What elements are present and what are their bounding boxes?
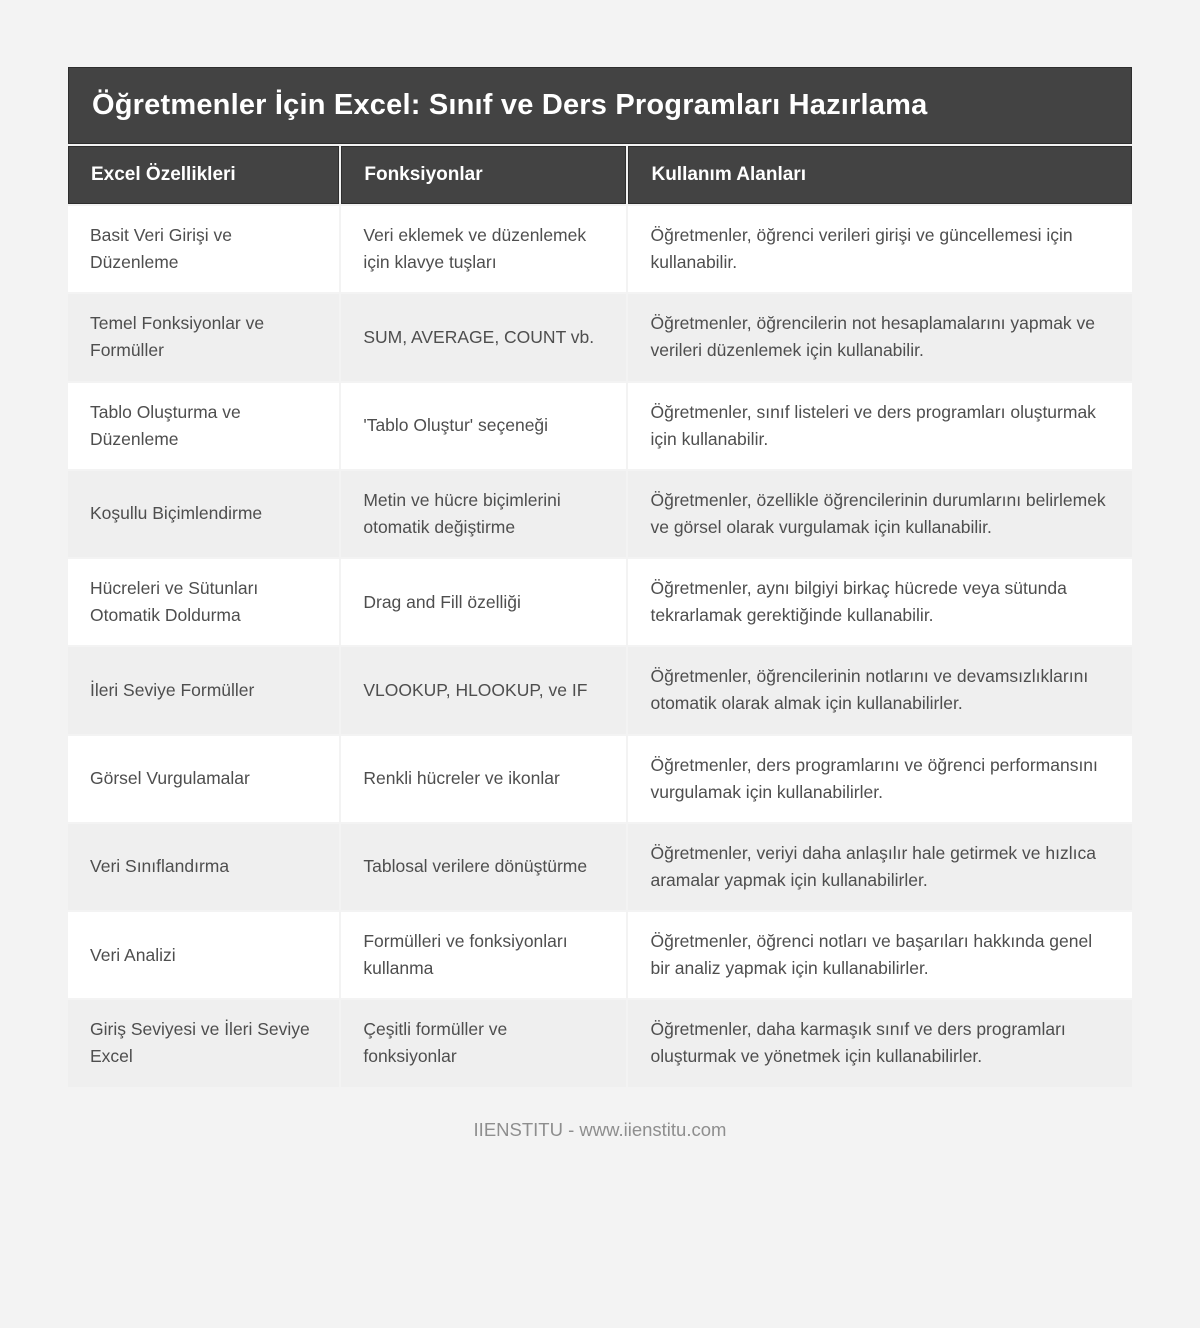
table-row: Tablo Oluşturma ve Düzenleme 'Tablo Oluşt… [68,382,1132,469]
function-cell: 'Tablo Oluştur' seçeneği [341,382,627,469]
function-cell: Renkli hücreler ve ikonlar [341,735,627,822]
table-row: Veri Sınıflandırma Tablosal verilere dönü… [68,823,1132,910]
usage-cell: Öğretmenler, öğrenci verileri girişi ve … [628,206,1132,293]
usage-cell: Öğretmenler, öğrenci notları ve başarıla… [628,912,1132,999]
table-title: Öğretmenler İçin Excel: Sınıf ve Ders Pr… [68,67,1132,144]
usage-cell: Öğretmenler, sınıf listeleri ve ders pro… [628,382,1132,469]
table-row: Veri Analizi Formülleri ve fonksiyonları … [68,912,1132,999]
usage-cell: Öğretmenler, veriyi daha anlaşılır hale … [628,823,1132,910]
usage-cell: Öğretmenler, aynı bilgiyi birkaç hücrede… [628,559,1132,646]
feature-cell: Basit Veri Girişi ve Düzenleme [68,206,340,293]
feature-cell: Tablo Oluşturma ve Düzenleme [68,382,340,469]
usage-cell: Öğretmenler, öğrencilerin not hesaplamal… [628,294,1132,381]
table-row: İleri Seviye Formüller VLOOKUP, HLOOKUP, … [68,647,1132,734]
table-row: Hücreleri ve Sütunları Otomatik Doldurma… [68,559,1132,646]
function-cell: Drag and Fill özelliği [341,559,627,646]
function-cell: Çeşitli formüller ve fonksiyonlar [341,1000,627,1087]
feature-cell: Hücreleri ve Sütunları Otomatik Doldurma [68,559,340,646]
feature-cell: Veri Sınıflandırma [68,823,340,910]
feature-cell: Görsel Vurgulamalar [68,735,340,822]
column-header-row: Excel Özellikleri Fonksiyonlar Kullanım … [68,146,1132,204]
feature-cell: Koşullu Biçimlendirme [68,470,340,557]
feature-cell: Giriş Seviyesi ve İleri Seviye Excel [68,1000,340,1087]
footer-credit: IIENSTITU - www.iienstitu.com [473,1118,727,1140]
table-body: Basit Veri Girişi ve Düzenleme Veri eklem… [68,206,1132,1087]
column-header-usage-areas: Kullanım Alanları [628,146,1132,204]
function-cell: SUM, AVERAGE, COUNT vb. [341,294,627,381]
feature-cell: Veri Analizi [68,912,340,999]
column-header-excel-features: Excel Özellikleri [68,146,340,204]
table-row: Basit Veri Girişi ve Düzenleme Veri eklem… [68,206,1132,293]
feature-cell: Temel Fonksiyonlar ve Formüller [68,294,340,381]
function-cell: Formülleri ve fonksiyonları kullanma [341,912,627,999]
table-row: Koşullu Biçimlendirme Metin ve hücre biçi… [68,470,1132,557]
usage-cell: Öğretmenler, daha karmaşık sınıf ve ders… [628,1000,1132,1087]
column-header-functions: Fonksiyonlar [341,146,627,204]
usage-cell: Öğretmenler, ders programlarını ve öğren… [628,735,1132,822]
function-cell: Metin ve hücre biçimlerini otomatik deği… [341,470,627,557]
excel-features-table: Öğretmenler İçin Excel: Sınıf ve Ders Pr… [66,65,1134,1089]
function-cell: Tablosal verilere dönüştürme [341,823,627,910]
function-cell: VLOOKUP, HLOOKUP, ve IF [341,647,627,734]
table-row: Görsel Vurgulamalar Renkli hücreler ve ik… [68,735,1132,822]
title-row: Öğretmenler İçin Excel: Sınıf ve Ders Pr… [68,67,1132,144]
table-row: Giriş Seviyesi ve İleri Seviye Excel Çeşi… [68,1000,1132,1087]
usage-cell: Öğretmenler, öğrencilerinin notlarını ve… [628,647,1132,734]
usage-cell: Öğretmenler, özellikle öğrencilerinin du… [628,470,1132,557]
table-row: Temel Fonksiyonlar ve Formüller SUM, AVER… [68,294,1132,381]
function-cell: Veri eklemek ve düzenlemek için klavye t… [341,206,627,293]
feature-cell: İleri Seviye Formüller [68,647,340,734]
